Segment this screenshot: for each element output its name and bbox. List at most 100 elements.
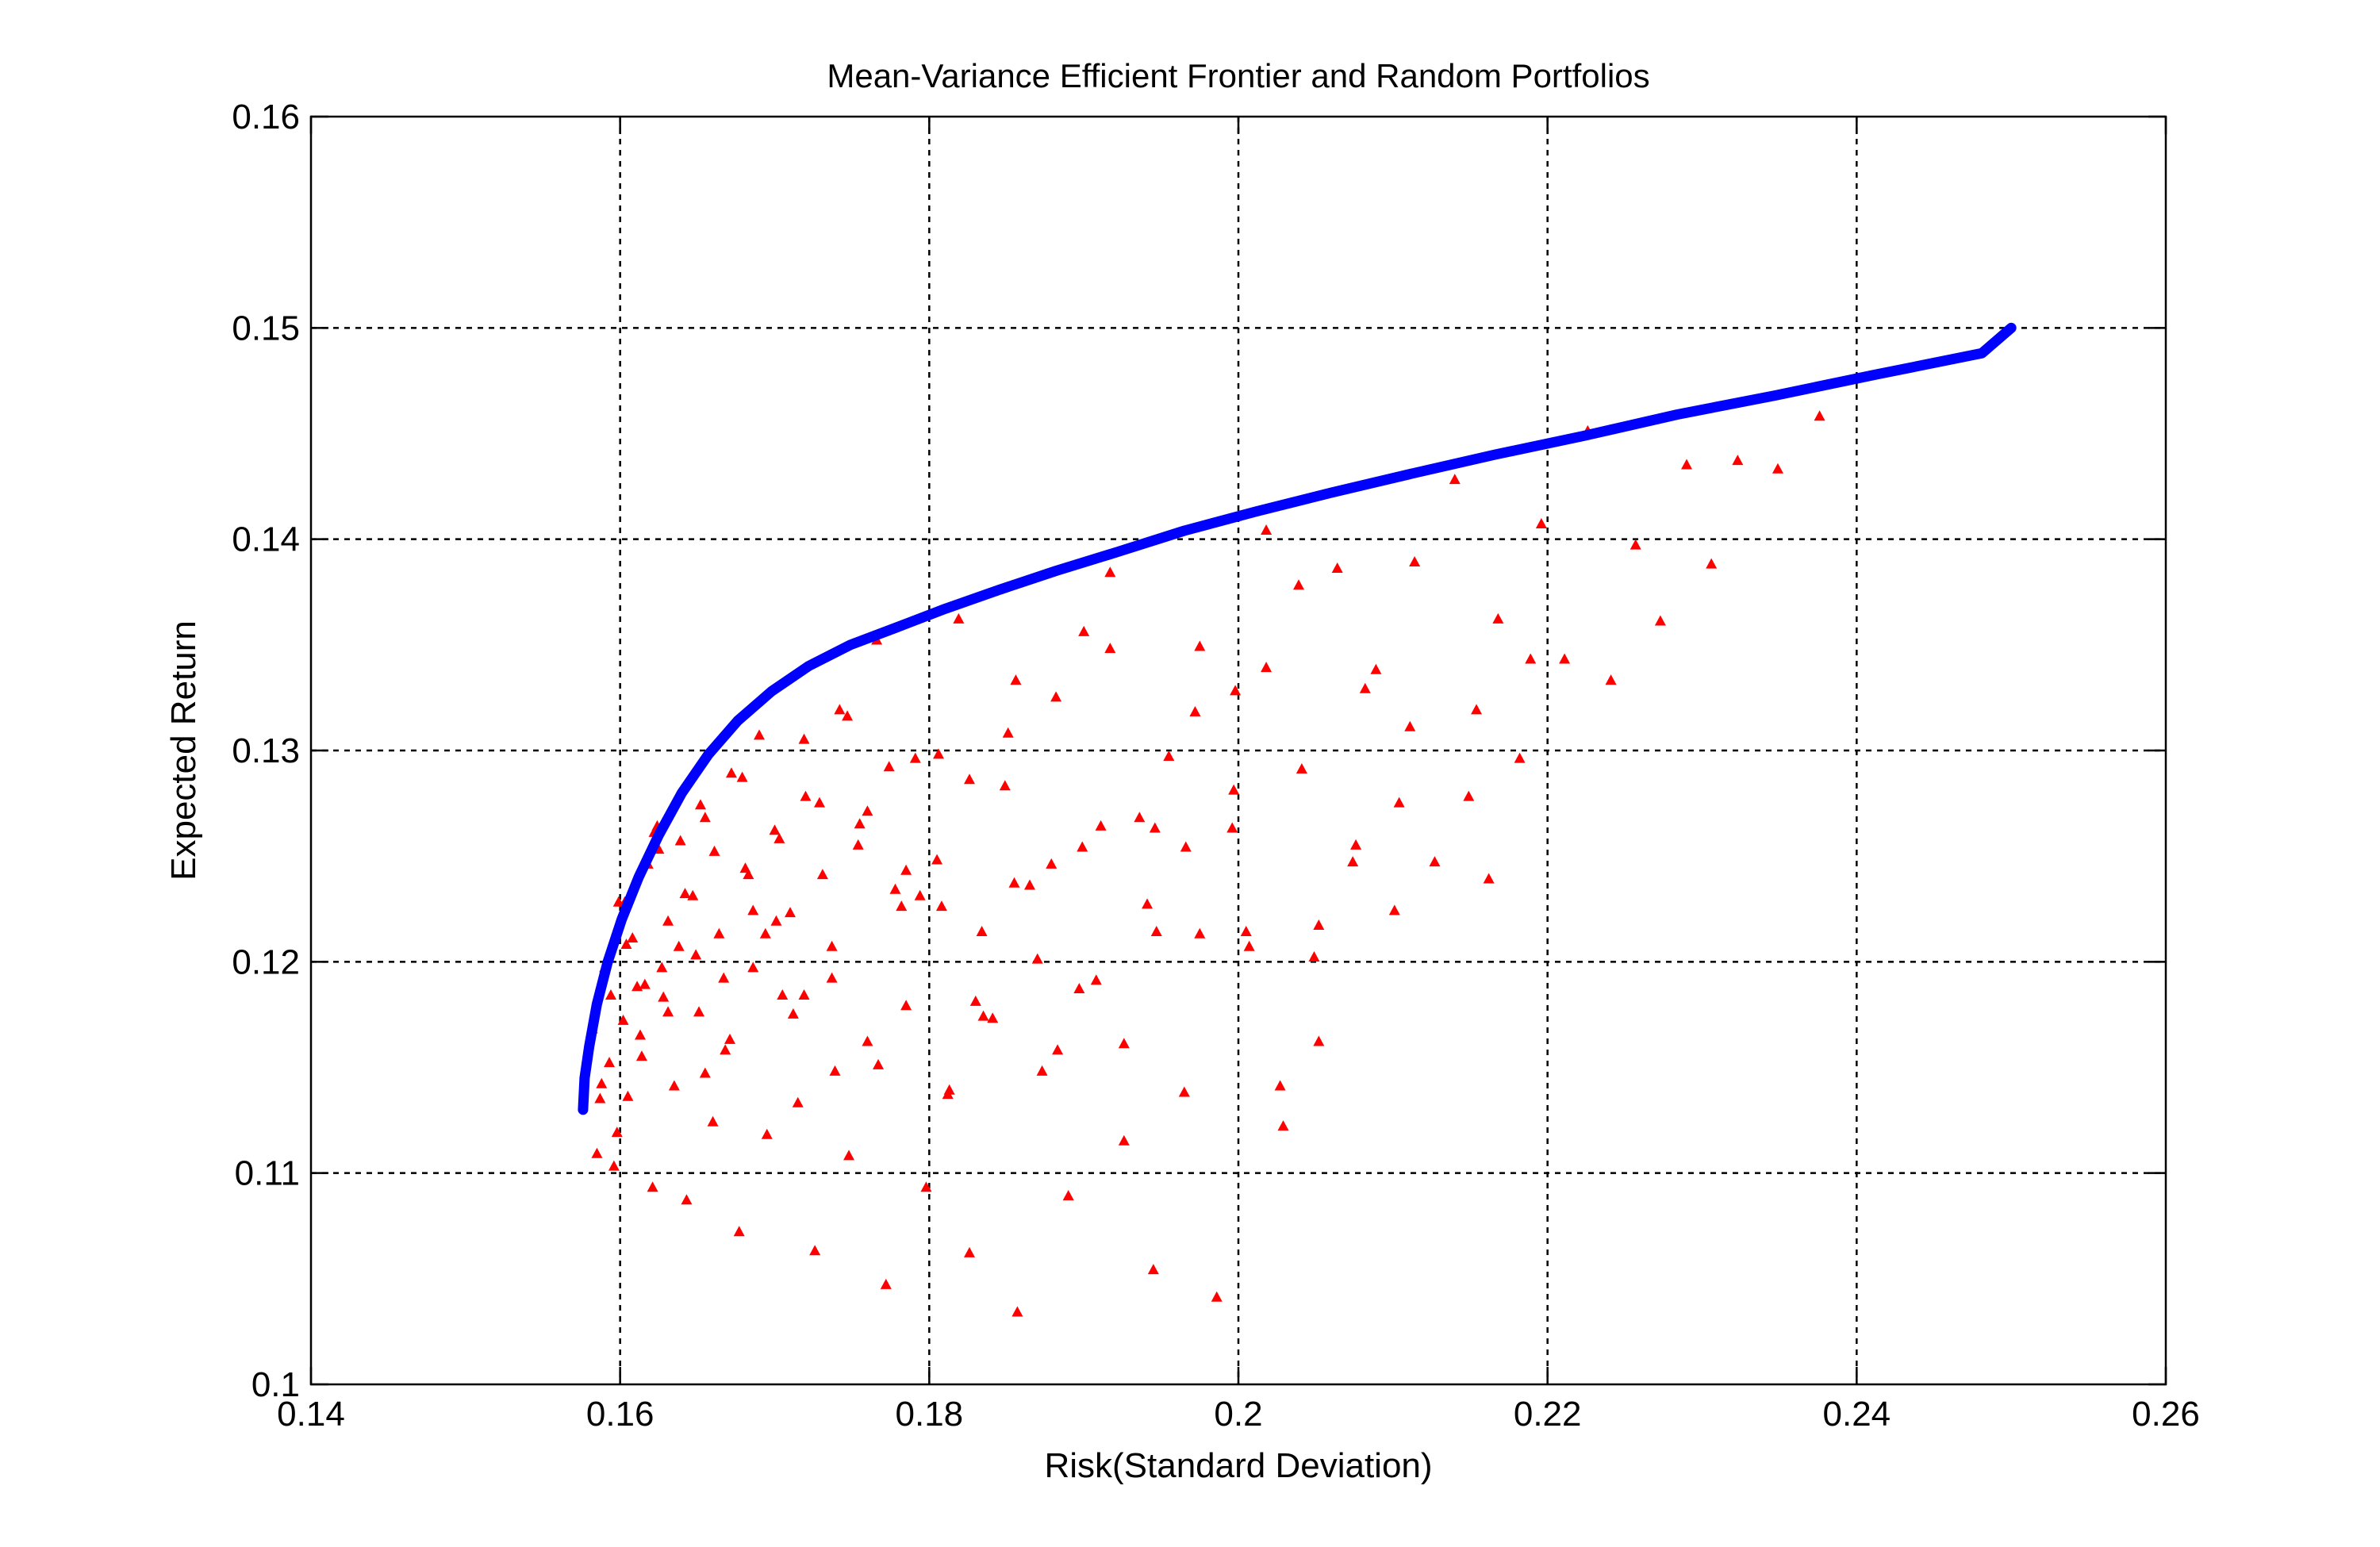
random-portfolio-point xyxy=(1772,463,1783,474)
x-tick-label: 0.14 xyxy=(277,1395,345,1434)
random-portfolio-point xyxy=(792,1096,804,1107)
random-portfolio-point xyxy=(736,771,748,782)
random-portfolio-point xyxy=(1077,841,1088,852)
random-portfolio-point xyxy=(647,1181,658,1192)
random-portfolio-point xyxy=(713,927,725,939)
random-portfolio-point xyxy=(834,704,846,715)
random-portfolio-point xyxy=(662,915,674,926)
random-portfolio-point xyxy=(754,729,766,740)
random-portfolio-point xyxy=(770,915,782,926)
y-tick-label: 0.12 xyxy=(232,942,300,981)
random-portfolio-point xyxy=(977,1010,989,1021)
tick-layer: 0.14 0.16 0.18 0.2 0.22 0.24 0.26 0.1 0.11 0.12 0.… xyxy=(232,98,2199,1434)
random-portfolio-point xyxy=(1296,762,1307,774)
y-tick-label: 0.14 xyxy=(232,520,300,559)
random-portfolio-point xyxy=(1149,822,1161,833)
random-portfolio-point xyxy=(1483,873,1495,884)
random-portfolio-point xyxy=(943,1084,955,1095)
random-portfolio-point xyxy=(826,972,838,983)
random-portfolio-point xyxy=(1732,455,1744,466)
random-portfolio-point xyxy=(854,818,866,829)
random-portfolio-point xyxy=(1118,1134,1130,1146)
random-portfolio-point xyxy=(1180,841,1192,852)
random-portfolio-point xyxy=(969,995,981,1006)
random-portfolio-point xyxy=(814,797,826,808)
random-portfolio-point xyxy=(690,949,702,960)
x-tick-label: 0.18 xyxy=(896,1395,964,1434)
y-tick-label: 0.13 xyxy=(232,731,300,770)
random-portfolio-point xyxy=(889,883,901,894)
random-portfolio-point xyxy=(673,940,685,951)
y-tick-label: 0.15 xyxy=(232,309,300,347)
random-portfolio-point xyxy=(1189,706,1201,717)
random-portfolio-point xyxy=(594,1092,606,1104)
random-portfolio-point xyxy=(759,927,771,939)
random-portfolio-point xyxy=(769,824,781,835)
random-portfolio-point xyxy=(777,988,789,1000)
random-portfolio-point xyxy=(798,988,810,1000)
random-portfolio-point xyxy=(708,845,720,856)
random-portfolio-point xyxy=(1409,555,1421,566)
random-portfolio-point xyxy=(1429,856,1441,867)
random-portfolio-point xyxy=(1559,653,1571,664)
random-portfolio-point xyxy=(1388,904,1400,916)
random-portfolio-point xyxy=(873,1058,885,1069)
x-tick-label: 0.22 xyxy=(1514,1395,1582,1434)
random-portfolio-point xyxy=(747,904,759,916)
random-portfolio-point xyxy=(1023,879,1035,890)
random-portfolio-point xyxy=(1347,856,1359,867)
random-portfolio-point xyxy=(1194,640,1206,651)
random-portfolio-point xyxy=(842,710,854,721)
random-portfolio-point xyxy=(900,1000,912,1011)
random-portfolio-point xyxy=(999,780,1011,791)
random-portfolio-point xyxy=(1706,558,1718,569)
y-axis-label: Expected Return xyxy=(164,620,203,881)
chart-title: Mean-Variance Efficient Frontier and Ran… xyxy=(827,57,1649,94)
x-tick-label: 0.26 xyxy=(2132,1395,2200,1434)
random-portfolio-point xyxy=(784,907,796,918)
random-portfolio-point xyxy=(909,752,921,763)
random-portfolio-point xyxy=(1073,982,1085,993)
random-portfolio-point xyxy=(591,1147,603,1158)
random-portfolio-point xyxy=(620,939,632,950)
random-portfolio-point xyxy=(627,932,639,943)
random-portfolio-point xyxy=(816,869,828,880)
random-portfolio-point xyxy=(976,926,988,937)
random-portfolio-point xyxy=(1535,518,1547,529)
random-portfolio-point xyxy=(800,790,812,801)
random-portfolio-point xyxy=(914,889,926,900)
random-portfolio-point xyxy=(720,1044,731,1055)
random-portfolio-point xyxy=(605,988,616,1000)
random-portfolio-point xyxy=(1492,612,1504,624)
random-portfolio-point xyxy=(1078,625,1090,636)
random-portfolio-point xyxy=(1230,685,1242,696)
random-portfolio-point xyxy=(963,1246,975,1257)
random-portfolio-point xyxy=(617,1014,629,1025)
random-portfolio-point xyxy=(1050,691,1062,702)
y-tick-label: 0.11 xyxy=(235,1154,300,1193)
random-portfolio-point xyxy=(1163,750,1175,761)
random-portfolio-point xyxy=(656,962,668,973)
random-portfolio-point xyxy=(1261,524,1273,536)
random-portfolio-point xyxy=(622,1090,634,1101)
grid-layer xyxy=(311,117,2166,1384)
y-tick-label: 0.1 xyxy=(251,1365,300,1404)
random-portfolio-point xyxy=(668,1080,680,1091)
random-portfolio-point xyxy=(1463,790,1475,801)
random-portfolio-point xyxy=(826,940,838,951)
random-portfolio-point xyxy=(862,1035,873,1046)
random-portfolio-point xyxy=(1147,1264,1159,1275)
random-portfolio-point xyxy=(634,1029,646,1040)
random-portfolio-point xyxy=(1814,410,1825,421)
random-portfolio-point xyxy=(1095,820,1107,831)
x-tick-label: 0.16 xyxy=(586,1395,654,1434)
random-portfolio-point xyxy=(608,1160,620,1171)
random-portfolio-point xyxy=(809,1245,821,1256)
random-portfolio-point xyxy=(1525,653,1537,664)
random-portfolio-point xyxy=(724,1033,735,1044)
random-portfolio-point xyxy=(1178,1086,1190,1097)
random-portfolio-point xyxy=(931,854,943,865)
x-tick-label: 0.24 xyxy=(1823,1395,1891,1434)
random-portfolio-point xyxy=(1090,974,1102,985)
random-portfolio-point xyxy=(699,1067,711,1078)
